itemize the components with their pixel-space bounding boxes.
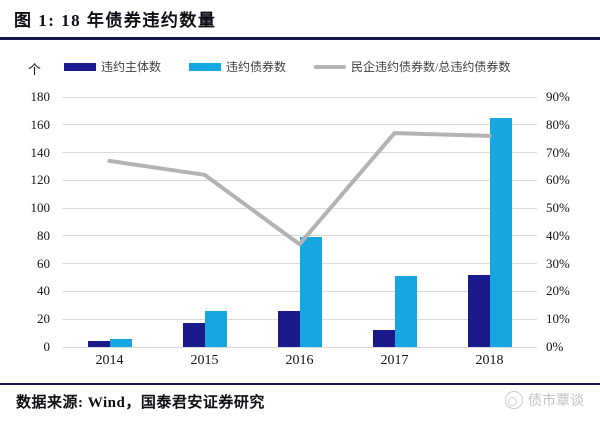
- x-tick-2015: 2015: [190, 353, 219, 368]
- bar-违约债券数-2017: [394, 276, 417, 347]
- right-tick-20: 20%: [546, 283, 570, 299]
- right-tick-70: 70%: [546, 144, 570, 160]
- left-tick-80: 80: [37, 227, 50, 243]
- bar-违约主体数-2017: [372, 330, 395, 347]
- bar-违约主体数-2018: [467, 274, 490, 347]
- left-tick-0: 0: [43, 339, 51, 354]
- bar-违约债券数-2015: [204, 310, 227, 347]
- legend-label-entities: 违约主体数: [101, 60, 162, 74]
- entity-bar-swatch-icon: [64, 62, 96, 71]
- x-tick-2014: 2014: [95, 353, 124, 368]
- bar-违约债券数-2014: [109, 338, 132, 347]
- plot-area: [62, 96, 537, 348]
- legend-item-entities: 违约主体数: [64, 58, 161, 75]
- chart-legend: 违约主体数 违约债券数 民企违约债券数/总违约债券数: [64, 58, 510, 75]
- legend-item-ratio: 民企违约债券数/总违约债券数: [314, 58, 510, 75]
- title-divider: [0, 37, 600, 40]
- bottom-divider: [0, 383, 600, 385]
- left-tick-140: 140: [30, 144, 51, 160]
- left-tick-20: 20: [37, 311, 50, 327]
- gridline-140: [62, 152, 537, 154]
- bar-违约主体数-2014: [87, 341, 110, 347]
- gridline-80: [62, 235, 537, 237]
- right-tick-80: 80%: [546, 116, 570, 132]
- right-tick-10: 10%: [546, 311, 570, 327]
- legend-label-ratio: 民企违约债券数/总违约债券数: [351, 60, 511, 74]
- gridline-100: [62, 207, 537, 209]
- left-tick-180: 180: [30, 89, 51, 104]
- right-tick-50: 50%: [546, 200, 570, 216]
- gridline-180: [62, 96, 537, 98]
- figure-title: 图 1: 18 年债券违约数量: [14, 11, 217, 30]
- bond-bar-swatch-icon: [189, 62, 222, 71]
- ratio-polyline: [107, 131, 492, 247]
- watermark-text: 债市覃谈: [528, 394, 584, 409]
- left-tick-40: 40: [37, 283, 50, 299]
- right-tick-60: 60%: [546, 172, 570, 188]
- right-tick-90: 90%: [546, 89, 570, 104]
- legend-item-bonds: 违约债券数: [189, 58, 286, 75]
- left-axis-unit-label: 个: [28, 62, 42, 77]
- right-tick-0: 0%: [546, 339, 564, 354]
- watermark: 债市覃谈: [505, 390, 584, 410]
- left-tick-120: 120: [30, 172, 51, 188]
- ratio-line: [107, 131, 492, 247]
- ratio-line-swatch-icon: [314, 64, 347, 69]
- left-tick-60: 60: [37, 255, 50, 271]
- left-tick-100: 100: [30, 200, 51, 216]
- x-tick-2016: 2016: [285, 353, 314, 368]
- bar-违约主体数-2015: [182, 323, 205, 347]
- x-axis-labels: 2014 2015 2016 2017 2018: [62, 353, 537, 373]
- right-tick-40: 40%: [546, 227, 570, 243]
- bar-违约主体数-2016: [277, 310, 300, 347]
- gridline-160: [62, 124, 537, 126]
- x-tick-2018: 2018: [475, 353, 504, 368]
- right-tick-30: 30%: [546, 255, 570, 271]
- gridline-0: [62, 346, 537, 348]
- bar-违约债券数-2016: [299, 237, 322, 347]
- watermark-logo-icon: [505, 391, 523, 409]
- left-axis-tick-labels: 0 20 40 60 80 100 120 140 160 180: [0, 90, 51, 354]
- legend-label-bonds: 违约债券数: [226, 60, 287, 74]
- x-tick-2017: 2017: [380, 353, 409, 368]
- bar-违约债券数-2018: [489, 117, 512, 347]
- left-tick-160: 160: [30, 116, 51, 132]
- right-axis-tick-labels: 0% 10% 20% 30% 40% 50% 60% 70% 80% 90%: [546, 90, 596, 354]
- gridline-120: [62, 179, 537, 181]
- source-note: 数据来源: Wind，国泰君安证券研究: [16, 395, 265, 411]
